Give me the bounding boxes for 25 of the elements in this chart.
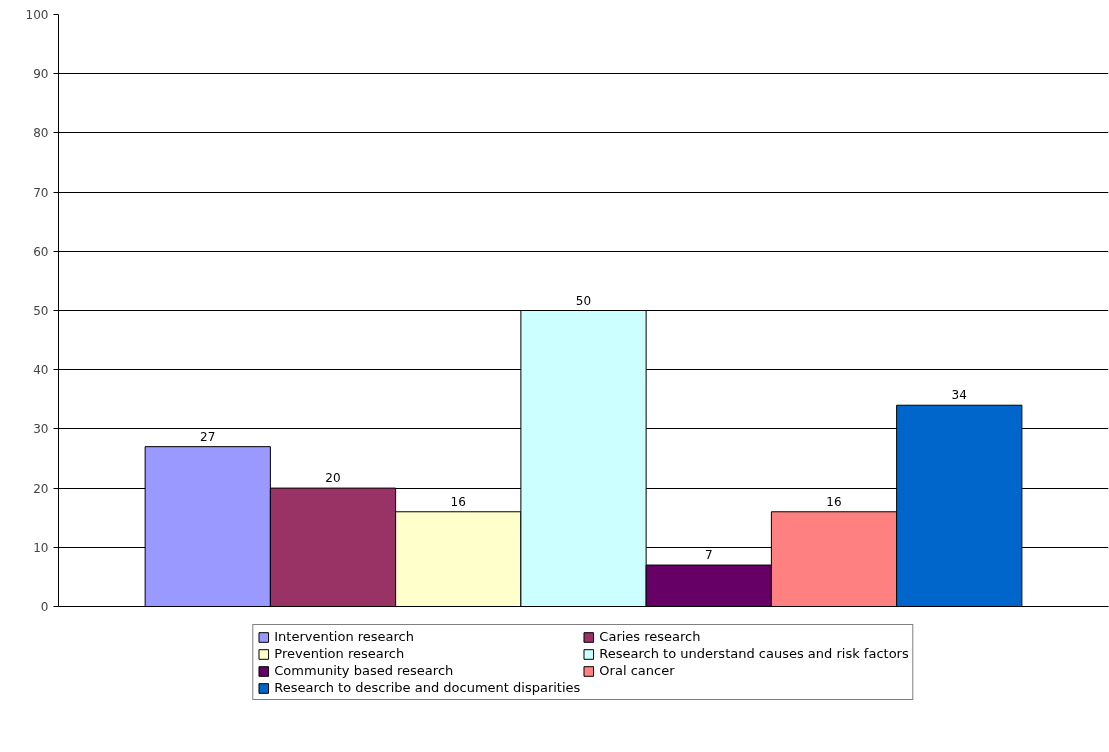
y-tick-label: 90 [33,67,49,82]
data-label: 16 [826,494,842,509]
y-tick-label: 0 [40,600,49,614]
y-tick-label: 30 [33,422,49,437]
y-tick-label: 20 [33,481,49,496]
y-tick-label: 100 [25,8,49,22]
y-tick-label: 60 [33,244,49,259]
y-tick-label: 50 [33,304,49,318]
legend-label: Research to understand causes and risk factors [599,646,909,661]
legend-label: Intervention research [274,629,415,644]
y-tick-label: 40 [33,363,49,378]
data-label: 7 [704,548,713,563]
y-tick-label: 10 [33,540,49,555]
legend-label: Prevention research [274,646,405,661]
data-label: 27 [200,429,216,444]
legend-label: Research to describe and document disparities [274,680,581,695]
y-tick-label: 70 [33,185,49,200]
data-label: 16 [450,494,466,509]
legend-label: Community based research [274,663,454,678]
legend-label: Oral cancer [599,663,675,678]
data-label: 50 [575,293,592,308]
data-label: 20 [325,471,341,486]
y-tick-label: 80 [33,126,49,141]
data-label: 34 [951,388,967,403]
legend-label: Caries research [599,629,701,644]
